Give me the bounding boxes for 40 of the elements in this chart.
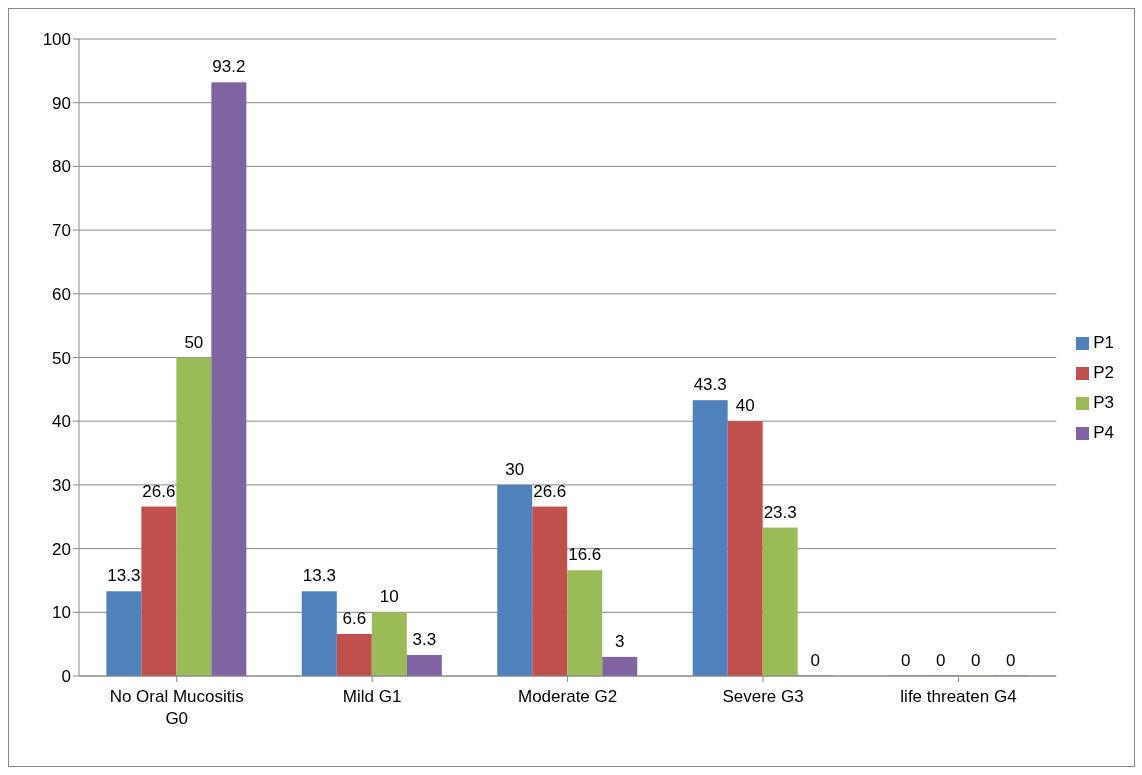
data-label: 50	[184, 332, 204, 352]
data-label: 3	[615, 631, 625, 651]
y-tick-label: 40	[52, 412, 71, 432]
data-label: 13.3	[107, 566, 141, 586]
x-tick-label: Mild G1	[342, 687, 402, 706]
data-label: 26.6	[142, 481, 176, 501]
data-label: 13.3	[302, 566, 336, 586]
data-label: 10	[379, 587, 399, 607]
data-label: 40	[735, 396, 755, 416]
data-label: 0	[900, 651, 911, 670]
data-label: 26.6	[533, 481, 567, 501]
y-tick-label: 50	[52, 348, 71, 368]
y-tick-label: 0	[61, 667, 71, 687]
y-tick-label: 20	[52, 539, 71, 559]
data-label: 30	[505, 459, 525, 479]
y-tick-label: 30	[52, 475, 71, 495]
data-label: 23.3	[763, 502, 797, 522]
y-tick-label: 80	[52, 157, 71, 177]
data-label: 93.2	[212, 57, 246, 77]
data-label: 0	[935, 651, 946, 670]
data-label: 0	[1005, 651, 1016, 670]
x-tick-label: Severe G3	[722, 687, 804, 706]
data-label: 16.6	[568, 545, 602, 565]
y-tick-label: 60	[52, 284, 71, 304]
data-label: 43.3	[693, 375, 727, 395]
legend-label: P2	[1093, 362, 1114, 382]
data-label: 0	[810, 651, 820, 670]
x-tick-label: No Oral Mucositis G0	[109, 687, 244, 728]
y-tick-label: 10	[52, 603, 71, 623]
data-label: 6.6	[342, 608, 367, 628]
legend-label: P3	[1093, 392, 1114, 412]
y-tick-label: 90	[52, 93, 71, 113]
data-label: 0	[970, 651, 981, 670]
x-tick-label: Moderate G2	[517, 687, 618, 706]
legend-label: P4	[1093, 422, 1114, 442]
data-label: 3.3	[412, 629, 437, 649]
x-tick-label: life threaten G4	[900, 687, 1017, 706]
legend-label: P1	[1093, 332, 1114, 352]
y-tick-label: 70	[52, 221, 71, 241]
y-tick-label: 100	[42, 30, 71, 50]
